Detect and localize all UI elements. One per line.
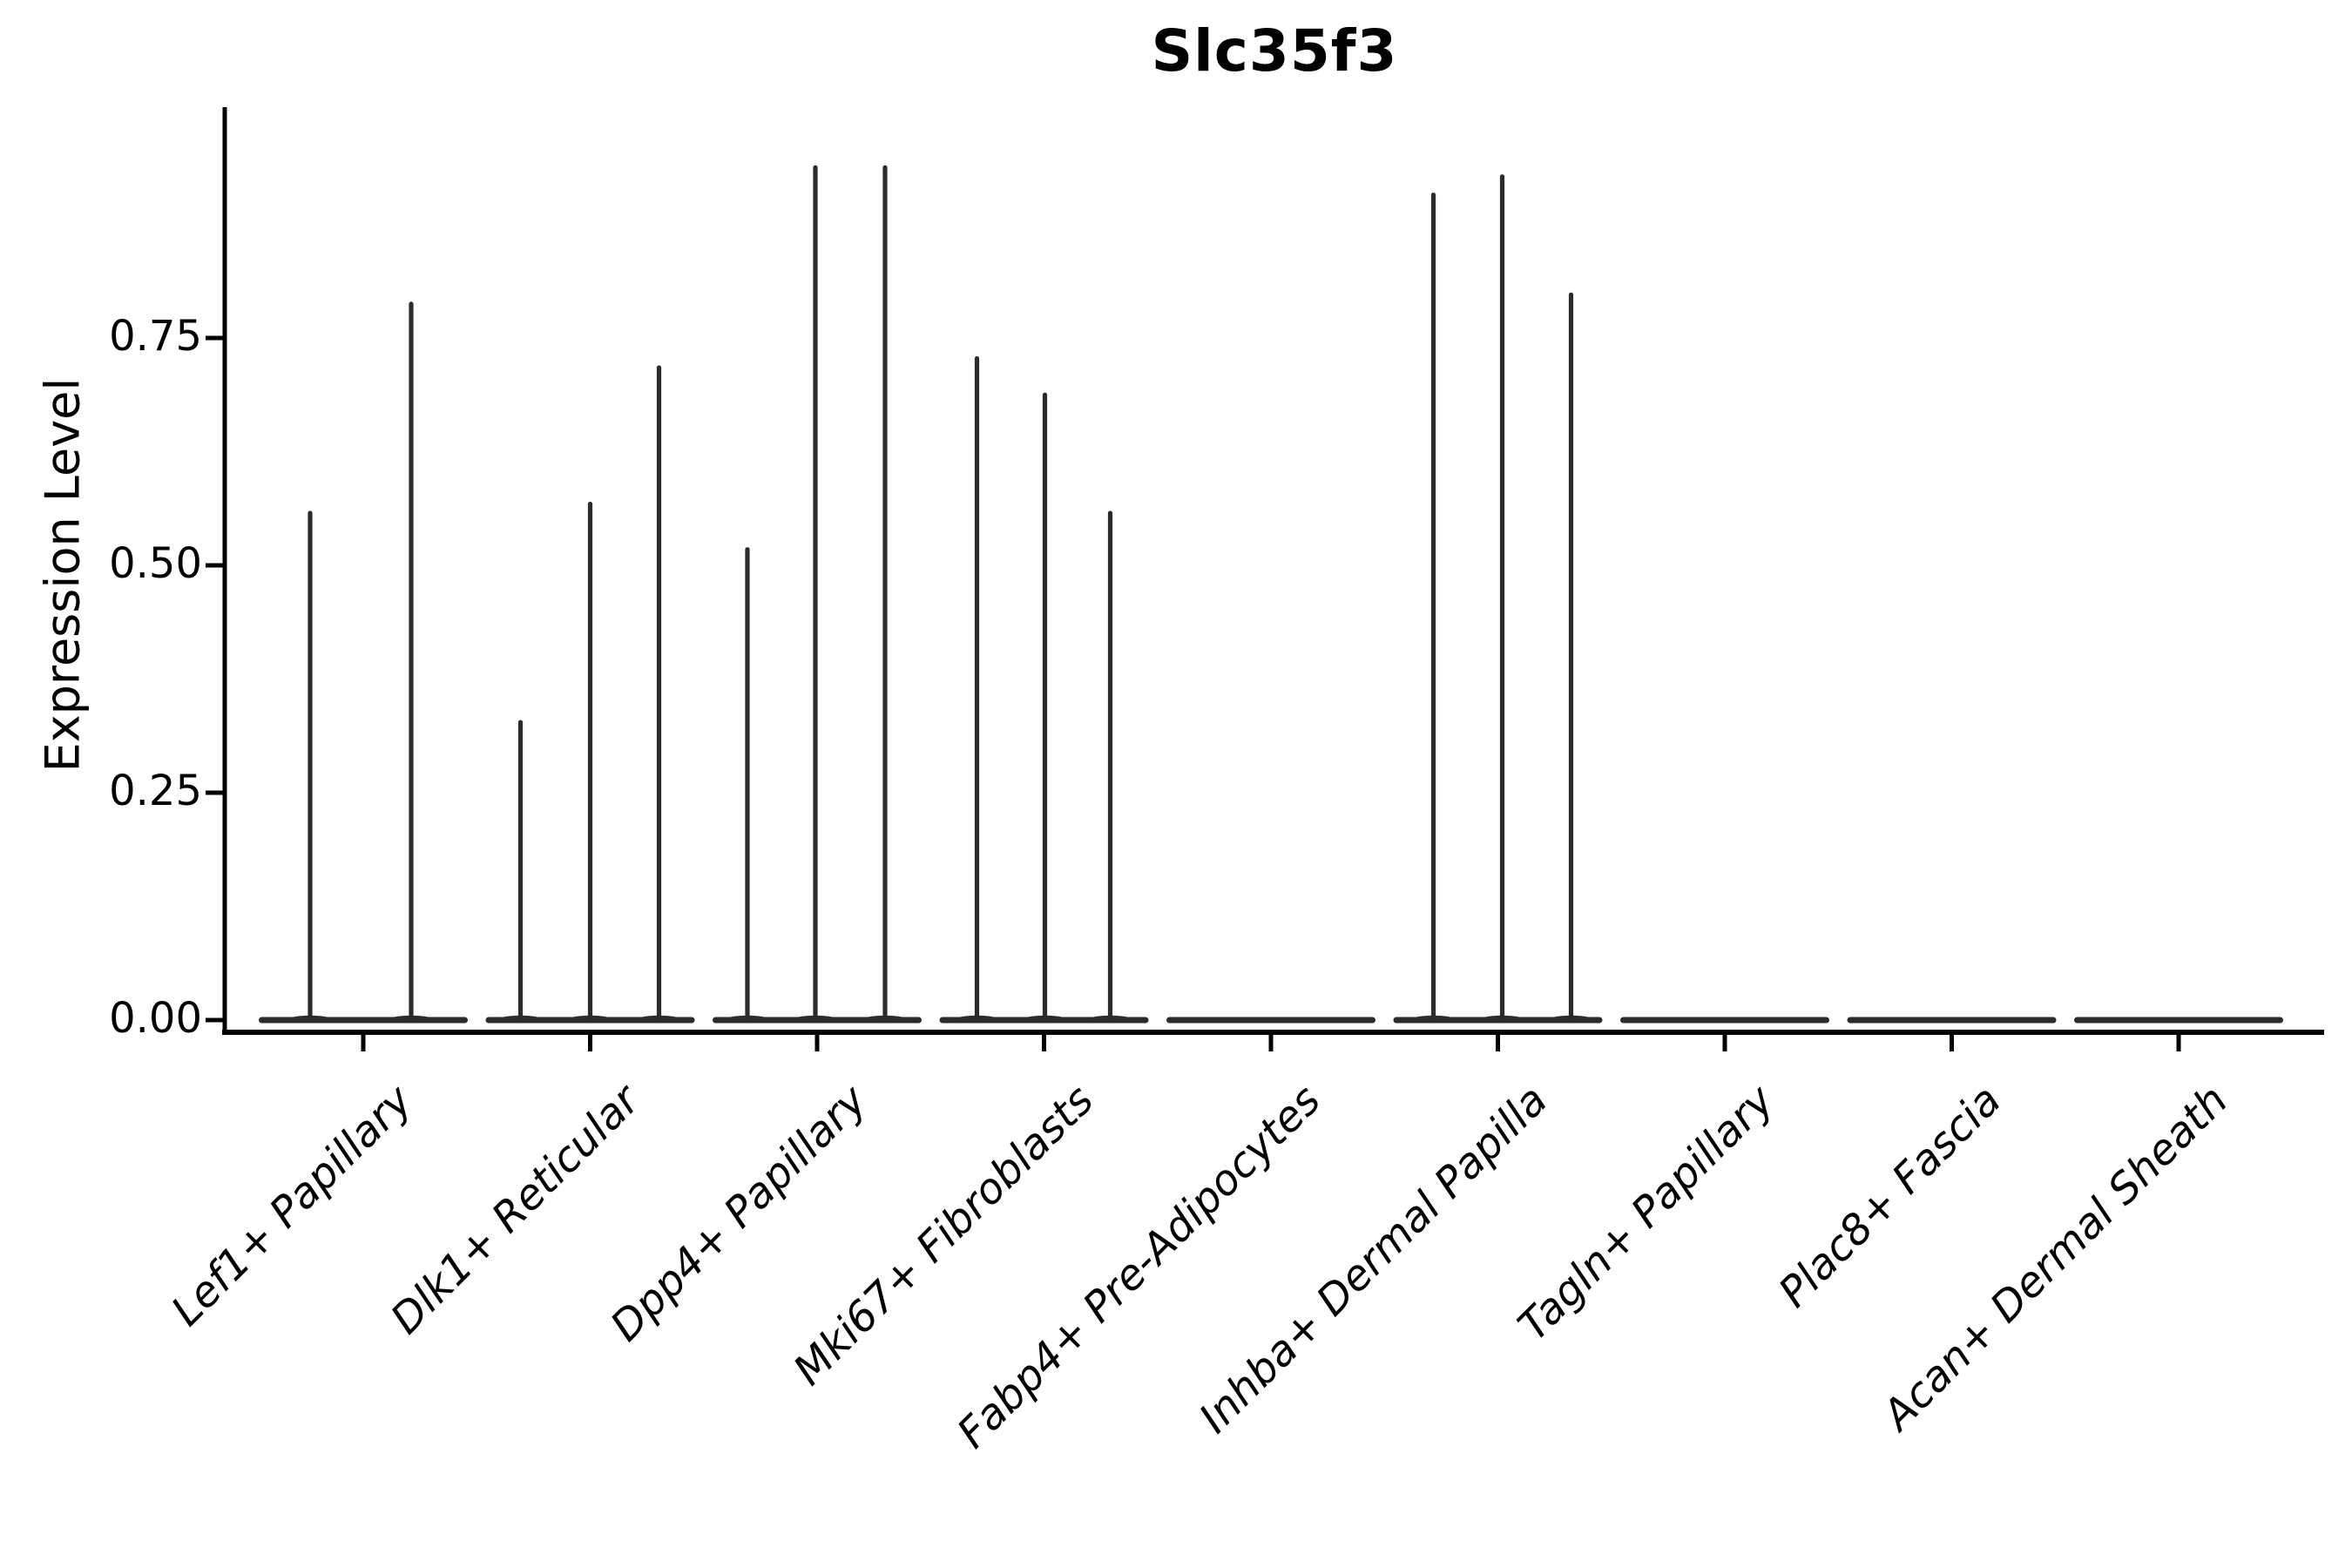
violin-spike [974, 355, 980, 1023]
y-tick-label: 0.00 [109, 993, 202, 1043]
violin-7 [1620, 1017, 1829, 1024]
violin-3 [713, 165, 922, 1024]
violin-spike [1430, 192, 1436, 1023]
violin-spike [1568, 292, 1574, 1023]
violin-2 [485, 365, 695, 1024]
violin-spike [409, 301, 414, 1023]
axes-layer [206, 107, 2324, 1051]
violin-4 [939, 355, 1149, 1024]
violin-spike [882, 165, 888, 1023]
y-tick-label: 0.75 [109, 311, 202, 361]
violin-baseline [1620, 1017, 1829, 1024]
violin-baseline [1847, 1017, 2057, 1024]
violin-spike [1107, 510, 1113, 1023]
violin-spike [1042, 392, 1048, 1023]
violin-6 [1393, 174, 1603, 1024]
violins-layer [259, 165, 2283, 1024]
violin-spike [745, 547, 750, 1023]
violin-spike [656, 365, 662, 1023]
violin-9 [2074, 1017, 2283, 1024]
violin-spike [813, 165, 818, 1023]
violin-spike [517, 720, 524, 1023]
violin-baseline [1166, 1017, 1375, 1024]
violin-5 [1166, 1017, 1375, 1024]
violin-1 [259, 301, 468, 1024]
violin-spike [587, 501, 593, 1023]
plot-title: Slc35f3 [1151, 17, 1398, 84]
violin-spike [308, 510, 313, 1023]
violin-8 [1847, 1017, 2057, 1024]
violin-spike [1499, 174, 1505, 1023]
violin-baseline [2074, 1017, 2283, 1024]
y-tick-label: 0.25 [109, 766, 202, 815]
y-tick-label: 0.50 [109, 538, 202, 588]
